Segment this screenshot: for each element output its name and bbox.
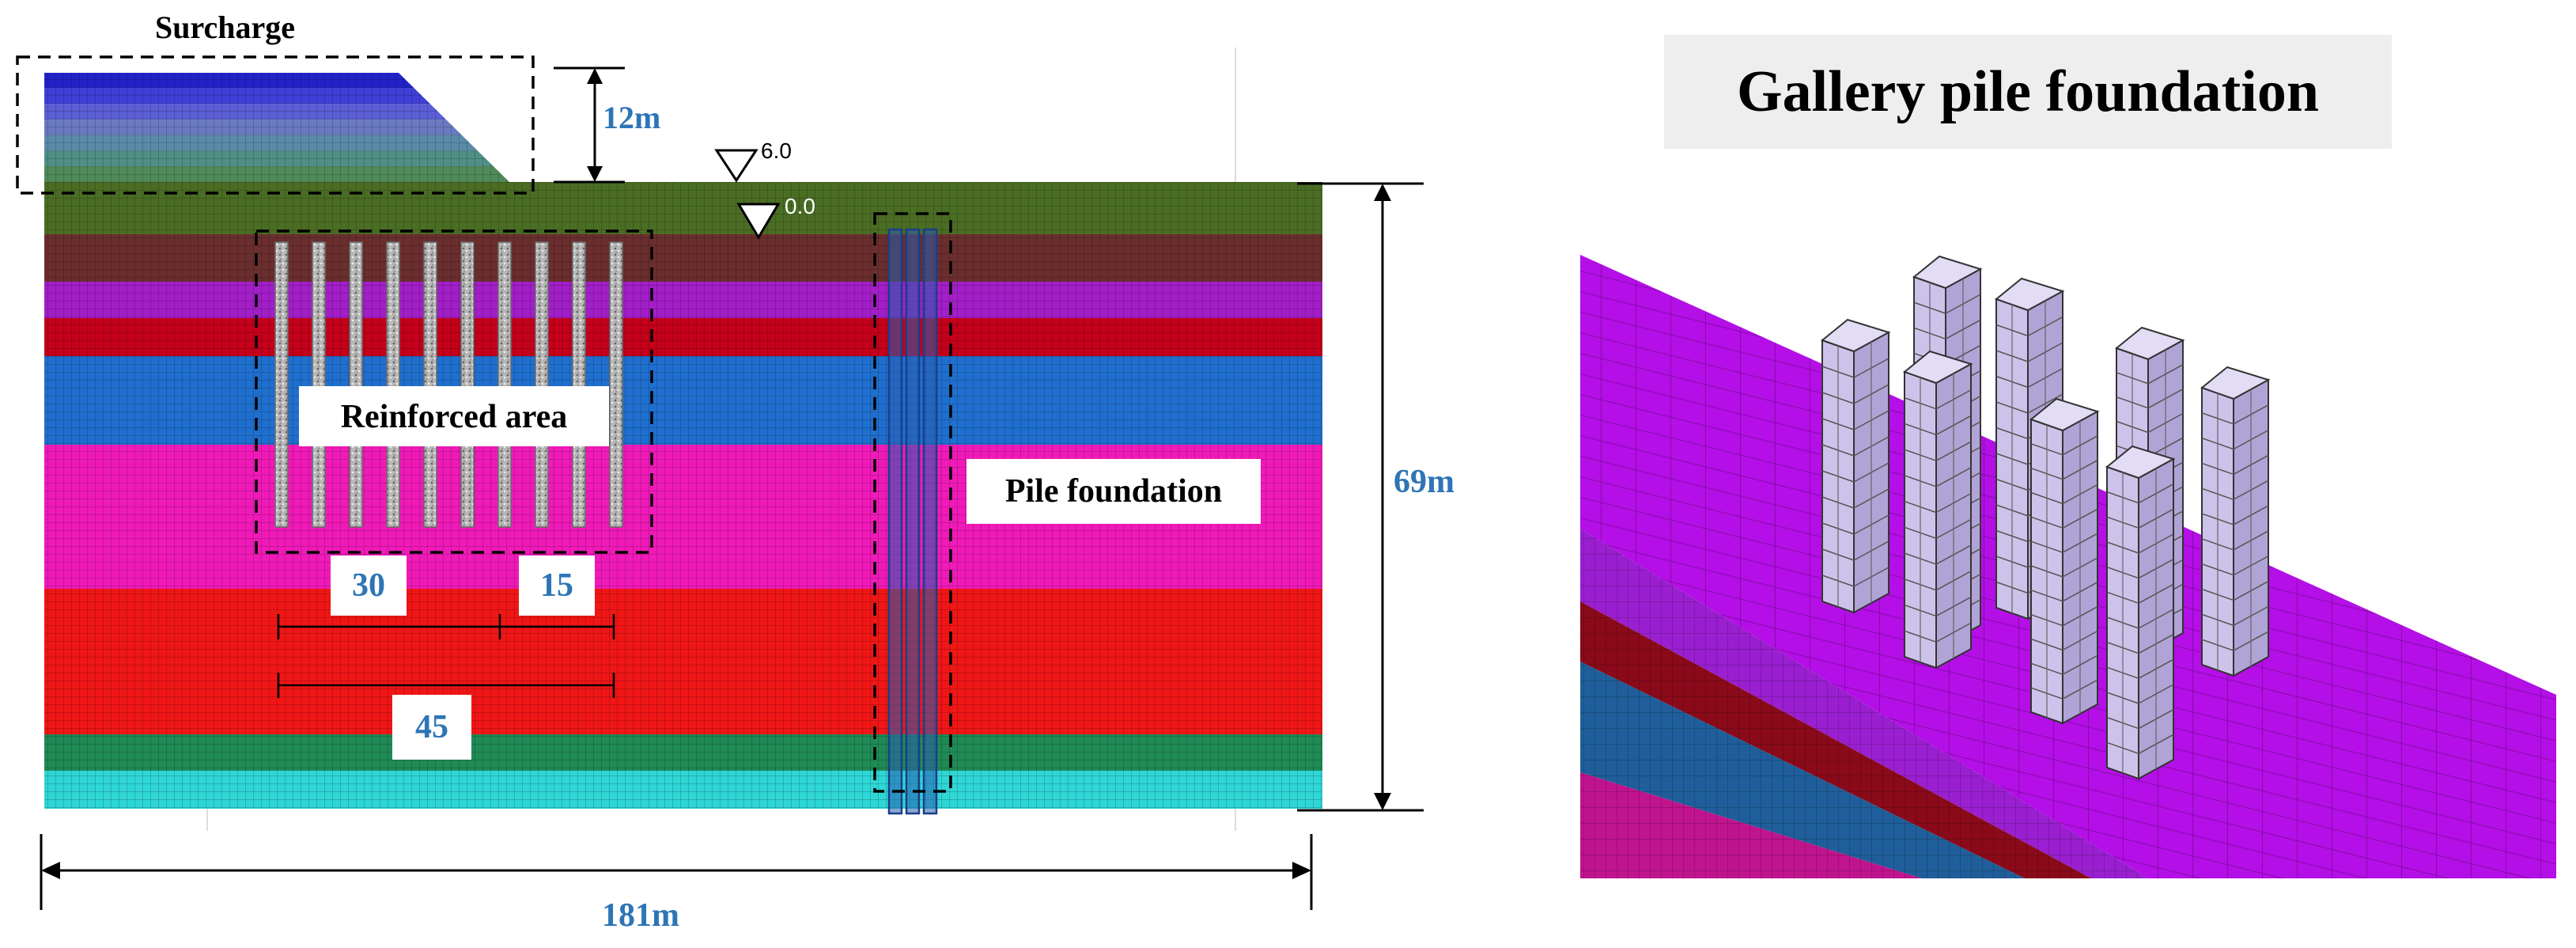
water-level-top-label: 6.0 <box>761 138 792 163</box>
gallery-pile <box>2029 397 2100 725</box>
gallery-pile <box>2200 366 2271 677</box>
pile-foundation-piles <box>887 228 938 815</box>
surcharge-mesh-lines <box>44 73 509 182</box>
reinforcement-column <box>572 241 586 528</box>
reinforcement-column <box>349 241 363 528</box>
model-width-dimension <box>40 834 1313 910</box>
water-level-marker-ground <box>736 203 781 240</box>
surcharge-box <box>16 55 535 195</box>
foundation-pile <box>922 228 938 815</box>
water-level-ground-label: 0.0 <box>785 194 815 218</box>
reinforcement-column <box>274 241 289 528</box>
water-level-marker-top <box>714 149 758 183</box>
model-height-dimension <box>1297 182 1424 812</box>
pile-foundation-label: Pile foundation <box>1005 473 1222 510</box>
dim-30-label-bg <box>331 556 407 616</box>
dim-30-label: 30 <box>352 567 385 604</box>
gallery-pile <box>1902 350 1973 669</box>
surcharge-mesh <box>44 73 509 182</box>
surcharge-height-dimension <box>554 66 625 184</box>
dim-15-label-bg <box>519 556 595 616</box>
reinforced-area-box <box>255 229 653 554</box>
gallery-title: Gallery pile foundation <box>1737 59 2319 124</box>
reinforcement-column <box>460 241 475 528</box>
ground-front-face <box>1580 529 2148 878</box>
pile-foundation-box <box>873 212 952 793</box>
surcharge-height-label: 12m <box>603 100 660 135</box>
model-width-label: 181m <box>602 897 679 934</box>
cross-section-model: Surcharge 12m 6.0 0.0 Reinforced area Pi… <box>16 9 1454 934</box>
reinforced-area-label: Reinforced area <box>341 399 568 435</box>
dim-15-label: 15 <box>540 567 573 604</box>
gallery-pile <box>1820 318 1891 614</box>
reinforcement-column <box>609 241 623 528</box>
dim-45-label-bg <box>392 695 471 760</box>
reinforcement-column <box>497 241 512 528</box>
reinforced-area-label-bg <box>299 386 609 446</box>
gallery-title-bg <box>1664 35 2392 149</box>
gallery-pile-3d-view: Gallery pile foundation <box>1580 35 2556 878</box>
model-height-label: 69m <box>1394 464 1454 500</box>
gallery-pile <box>2105 445 2176 780</box>
foundation-pile <box>887 228 903 815</box>
surcharge-label: Surcharge <box>155 9 295 45</box>
foundation-pile <box>905 228 921 815</box>
reinforcement-column <box>386 241 400 528</box>
gallery-piles <box>1820 255 2271 780</box>
spacing-dimension-lines <box>277 614 615 698</box>
dim-45-label: 45 <box>415 709 448 745</box>
reinforcement-columns <box>274 241 623 528</box>
reinforcement-column <box>423 241 437 528</box>
reinforcement-column <box>312 241 326 528</box>
reinforcement-column <box>535 241 549 528</box>
pile-foundation-label-bg <box>966 459 1261 524</box>
